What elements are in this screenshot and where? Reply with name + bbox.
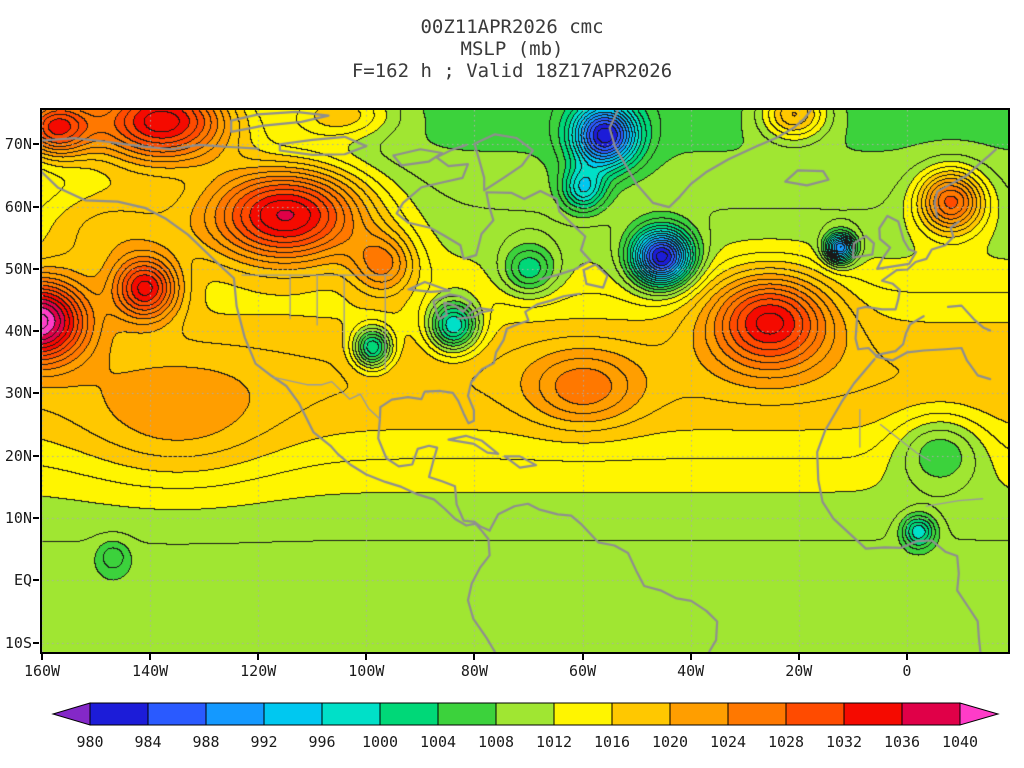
y-tick-label: 20N <box>4 446 32 465</box>
colorbar-segment <box>89 702 149 726</box>
x-tick-label: 20W <box>785 662 813 680</box>
x-tick-label: 80W <box>460 662 488 680</box>
x-axis-tick <box>797 654 800 660</box>
y-axis-tick <box>33 392 39 395</box>
colorbar-segment <box>263 702 323 726</box>
colorbar-tick-label: 996 <box>308 733 335 751</box>
colorbar-segment <box>147 702 207 726</box>
y-axis-tick <box>33 517 39 520</box>
colorbar-segment <box>669 702 729 726</box>
colorbar: 980 984 988 992 996 1000 1004 1008 1012 1016 1020 1… <box>51 702 1000 751</box>
colorbar-tick-label: 980 <box>76 733 103 751</box>
colorbar-segment <box>379 702 439 726</box>
colorbar-segment <box>843 702 903 726</box>
colorbar-tick-label: 1004 <box>420 733 456 751</box>
colorbar-segment <box>321 702 381 726</box>
y-tick-label: 30N <box>4 384 32 403</box>
x-tick-label: 60W <box>569 662 597 680</box>
colorbar-tick-label: 992 <box>250 733 277 751</box>
y-axis-tick <box>33 205 39 208</box>
y-axis-tick <box>33 579 39 582</box>
x-axis-tick <box>689 654 692 660</box>
colorbar-segment <box>205 702 265 726</box>
map-plot-area <box>40 108 1010 654</box>
colorbar-arrow-high <box>959 702 1000 726</box>
y-tick-label: EQ <box>13 571 32 590</box>
x-tick-label: 120W <box>240 662 277 680</box>
x-axis-tick <box>41 654 43 660</box>
title-valid-time: F=162 h ; Valid 18Z17APR2026 <box>351 60 673 82</box>
colorbar-segment <box>437 702 497 726</box>
x-axis-tick <box>473 654 476 660</box>
x-axis-tick <box>257 654 260 660</box>
colorbar-tick-label: 1012 <box>536 733 572 751</box>
colorbar-tick-label: 1028 <box>768 733 804 751</box>
y-axis-tick <box>33 454 39 457</box>
colorbar-segment <box>495 702 555 726</box>
y-tick-label: 10N <box>4 509 32 528</box>
x-tick-label: 140W <box>132 662 169 680</box>
y-axis-tick <box>33 330 39 333</box>
y-tick-label: 10S <box>4 633 32 652</box>
colorbar-segment <box>553 702 613 726</box>
colorbar-tick-label: 1040 <box>942 733 978 751</box>
colorbar-tick-label: 1036 <box>884 733 920 751</box>
x-tick-label: 160W <box>23 662 61 680</box>
x-axis-tick <box>365 654 368 660</box>
colorbar-segment <box>901 702 961 726</box>
colorbar-tick-label: 1000 <box>362 733 398 751</box>
colorbar-segment <box>611 702 671 726</box>
y-tick-label: 70N <box>4 135 32 154</box>
x-axis-tick <box>581 654 584 660</box>
y-axis-tick <box>33 267 39 270</box>
title-field-name: MSLP (mb) <box>460 38 564 60</box>
y-tick-label: 40N <box>4 322 32 341</box>
colorbar-tick-label: 1008 <box>478 733 514 751</box>
colorbar-segment <box>727 702 787 726</box>
colorbar-tick-label: 1016 <box>594 733 630 751</box>
colorbar-arrow-low <box>51 702 91 726</box>
mslp-map-canvas <box>42 110 1008 652</box>
x-tick-label: 100W <box>348 662 385 680</box>
y-tick-label: 50N <box>4 259 32 278</box>
y-axis-tick <box>33 143 39 146</box>
y-axis-tick <box>33 641 39 644</box>
chart-title-block: 00Z11APR2026 cmc MSLP (mb) F=162 h ; Val… <box>0 16 1024 82</box>
colorbar-tick-label: 1024 <box>710 733 746 751</box>
colorbar-tick-label: 1032 <box>826 733 862 751</box>
colorbar-tick-label: 1020 <box>652 733 688 751</box>
x-tick-label: 40W <box>677 662 705 680</box>
x-axis-tick <box>149 654 152 660</box>
colorbar-tick-label: 984 <box>134 733 161 751</box>
title-init-model: 00Z11APR2026 cmc <box>420 16 604 38</box>
colorbar-tick-label: 988 <box>192 733 219 751</box>
y-tick-label: 60N <box>4 197 32 216</box>
x-tick-label: 0 <box>902 662 912 680</box>
colorbar-segment <box>785 702 845 726</box>
x-axis-tick <box>905 654 908 660</box>
